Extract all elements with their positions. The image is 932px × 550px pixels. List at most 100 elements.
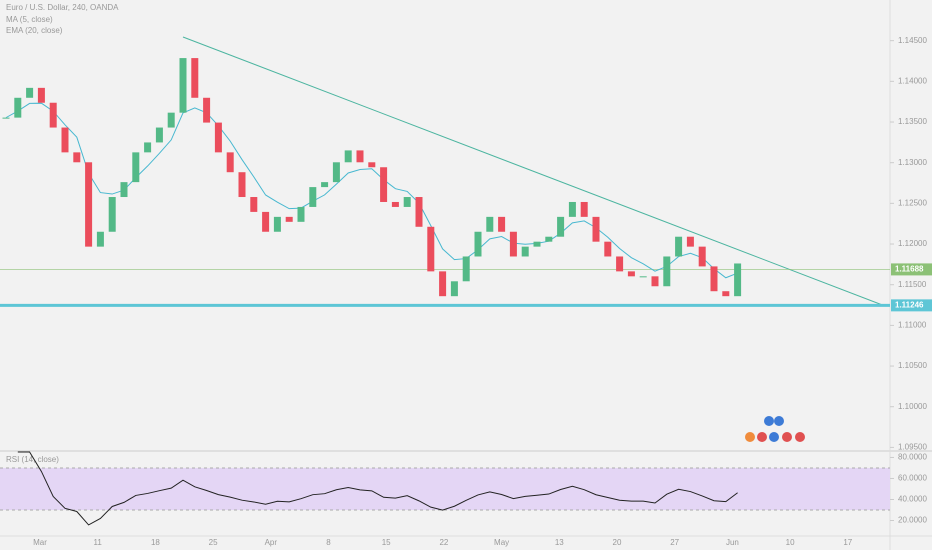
x-tick-label: Jun <box>726 538 739 547</box>
x-tick-label: 15 <box>382 538 391 547</box>
candle <box>49 102 57 128</box>
rsi-tick-label: 80.0000 <box>898 453 927 462</box>
candle <box>203 97 211 123</box>
candle <box>722 291 730 297</box>
candle <box>14 97 22 118</box>
candle <box>557 216 565 237</box>
x-tick-label: Mar <box>33 538 47 547</box>
price-label: 1.11246 <box>895 300 924 309</box>
candle <box>415 197 423 227</box>
candle <box>380 167 388 202</box>
candle <box>391 201 399 207</box>
x-tick-label: 10 <box>786 538 795 547</box>
rsi-band <box>0 467 890 510</box>
y-tick-label: 1.09500 <box>898 443 927 452</box>
y-tick-label: 1.13000 <box>898 158 927 167</box>
y-tick-label: 1.14000 <box>898 76 927 85</box>
candle <box>96 231 104 247</box>
candle <box>439 271 447 297</box>
candle <box>332 162 340 183</box>
candle <box>616 256 624 272</box>
candle <box>533 241 541 247</box>
candle <box>545 236 553 242</box>
y-tick-label: 1.10000 <box>898 402 927 411</box>
candle <box>734 263 742 297</box>
candle <box>226 152 234 173</box>
y-tick-label: 1.11500 <box>898 280 927 289</box>
y-tick-label: 1.10500 <box>898 361 927 370</box>
price-label: 1.11688 <box>895 265 924 274</box>
candle <box>214 122 222 153</box>
x-tick-label: 25 <box>209 538 218 547</box>
candle <box>108 197 116 232</box>
ema-line <box>5 102 738 279</box>
candle <box>627 271 635 277</box>
candle <box>85 162 93 247</box>
x-tick-label: 17 <box>843 538 852 547</box>
x-tick-label: May <box>494 538 509 547</box>
candle <box>155 127 163 143</box>
candle <box>2 117 10 119</box>
candle <box>26 87 34 98</box>
x-tick-label: 27 <box>670 538 679 547</box>
candle <box>238 172 246 198</box>
candle <box>675 236 683 257</box>
candle <box>474 231 482 257</box>
candle <box>450 281 458 297</box>
candle <box>580 201 588 217</box>
candle <box>651 276 659 287</box>
candle <box>309 187 317 207</box>
candle <box>521 246 529 257</box>
event-icons <box>745 416 805 442</box>
candle <box>604 241 612 257</box>
candle <box>509 231 517 257</box>
price-label-box <box>891 263 932 276</box>
x-tick-label: 18 <box>151 538 160 547</box>
x-tick-label: Apr <box>265 538 278 547</box>
y-tick-label: 1.12500 <box>898 198 927 207</box>
candle <box>403 197 411 207</box>
candle <box>285 216 293 222</box>
indicator-label: MA (5, close) <box>6 15 53 24</box>
candle <box>167 112 175 128</box>
candle <box>132 152 140 183</box>
candle <box>250 197 258 212</box>
candle <box>462 256 470 282</box>
candle <box>262 211 270 232</box>
candle <box>273 216 281 232</box>
x-tick-label: 13 <box>555 538 564 547</box>
rsi-tick-label: 20.0000 <box>898 516 927 525</box>
x-tick-label: 20 <box>613 538 622 547</box>
candle <box>639 276 647 278</box>
candle <box>427 226 435 272</box>
candle <box>686 236 694 247</box>
rsi-tick-label: 40.0000 <box>898 495 927 504</box>
candle <box>568 201 576 217</box>
candle <box>144 142 152 153</box>
candle <box>710 266 718 292</box>
x-tick-label: 11 <box>94 538 103 547</box>
candle <box>368 162 376 168</box>
candle <box>179 58 187 113</box>
symbol-title: Euro / U.S. Dollar, 240, OANDA <box>6 3 119 12</box>
x-tick-label: 22 <box>439 538 448 547</box>
candle <box>61 127 69 153</box>
y-tick-label: 1.11000 <box>898 320 927 329</box>
candle <box>191 58 199 98</box>
candle <box>37 87 45 103</box>
indicator-label: EMA (20, close) <box>6 26 63 35</box>
candle <box>592 216 600 242</box>
candle <box>344 150 352 163</box>
candle <box>120 182 128 198</box>
trend-line <box>182 36 886 307</box>
price-label-box <box>891 299 932 312</box>
rsi-tick-label: 60.0000 <box>898 474 927 483</box>
candle <box>698 246 706 267</box>
candle <box>356 150 364 163</box>
rsi-title: RSI (14, close) <box>6 455 59 464</box>
rsi-line <box>17 451 738 526</box>
candle <box>297 206 305 222</box>
y-tick-label: 1.12000 <box>898 239 927 248</box>
candle <box>663 256 671 287</box>
